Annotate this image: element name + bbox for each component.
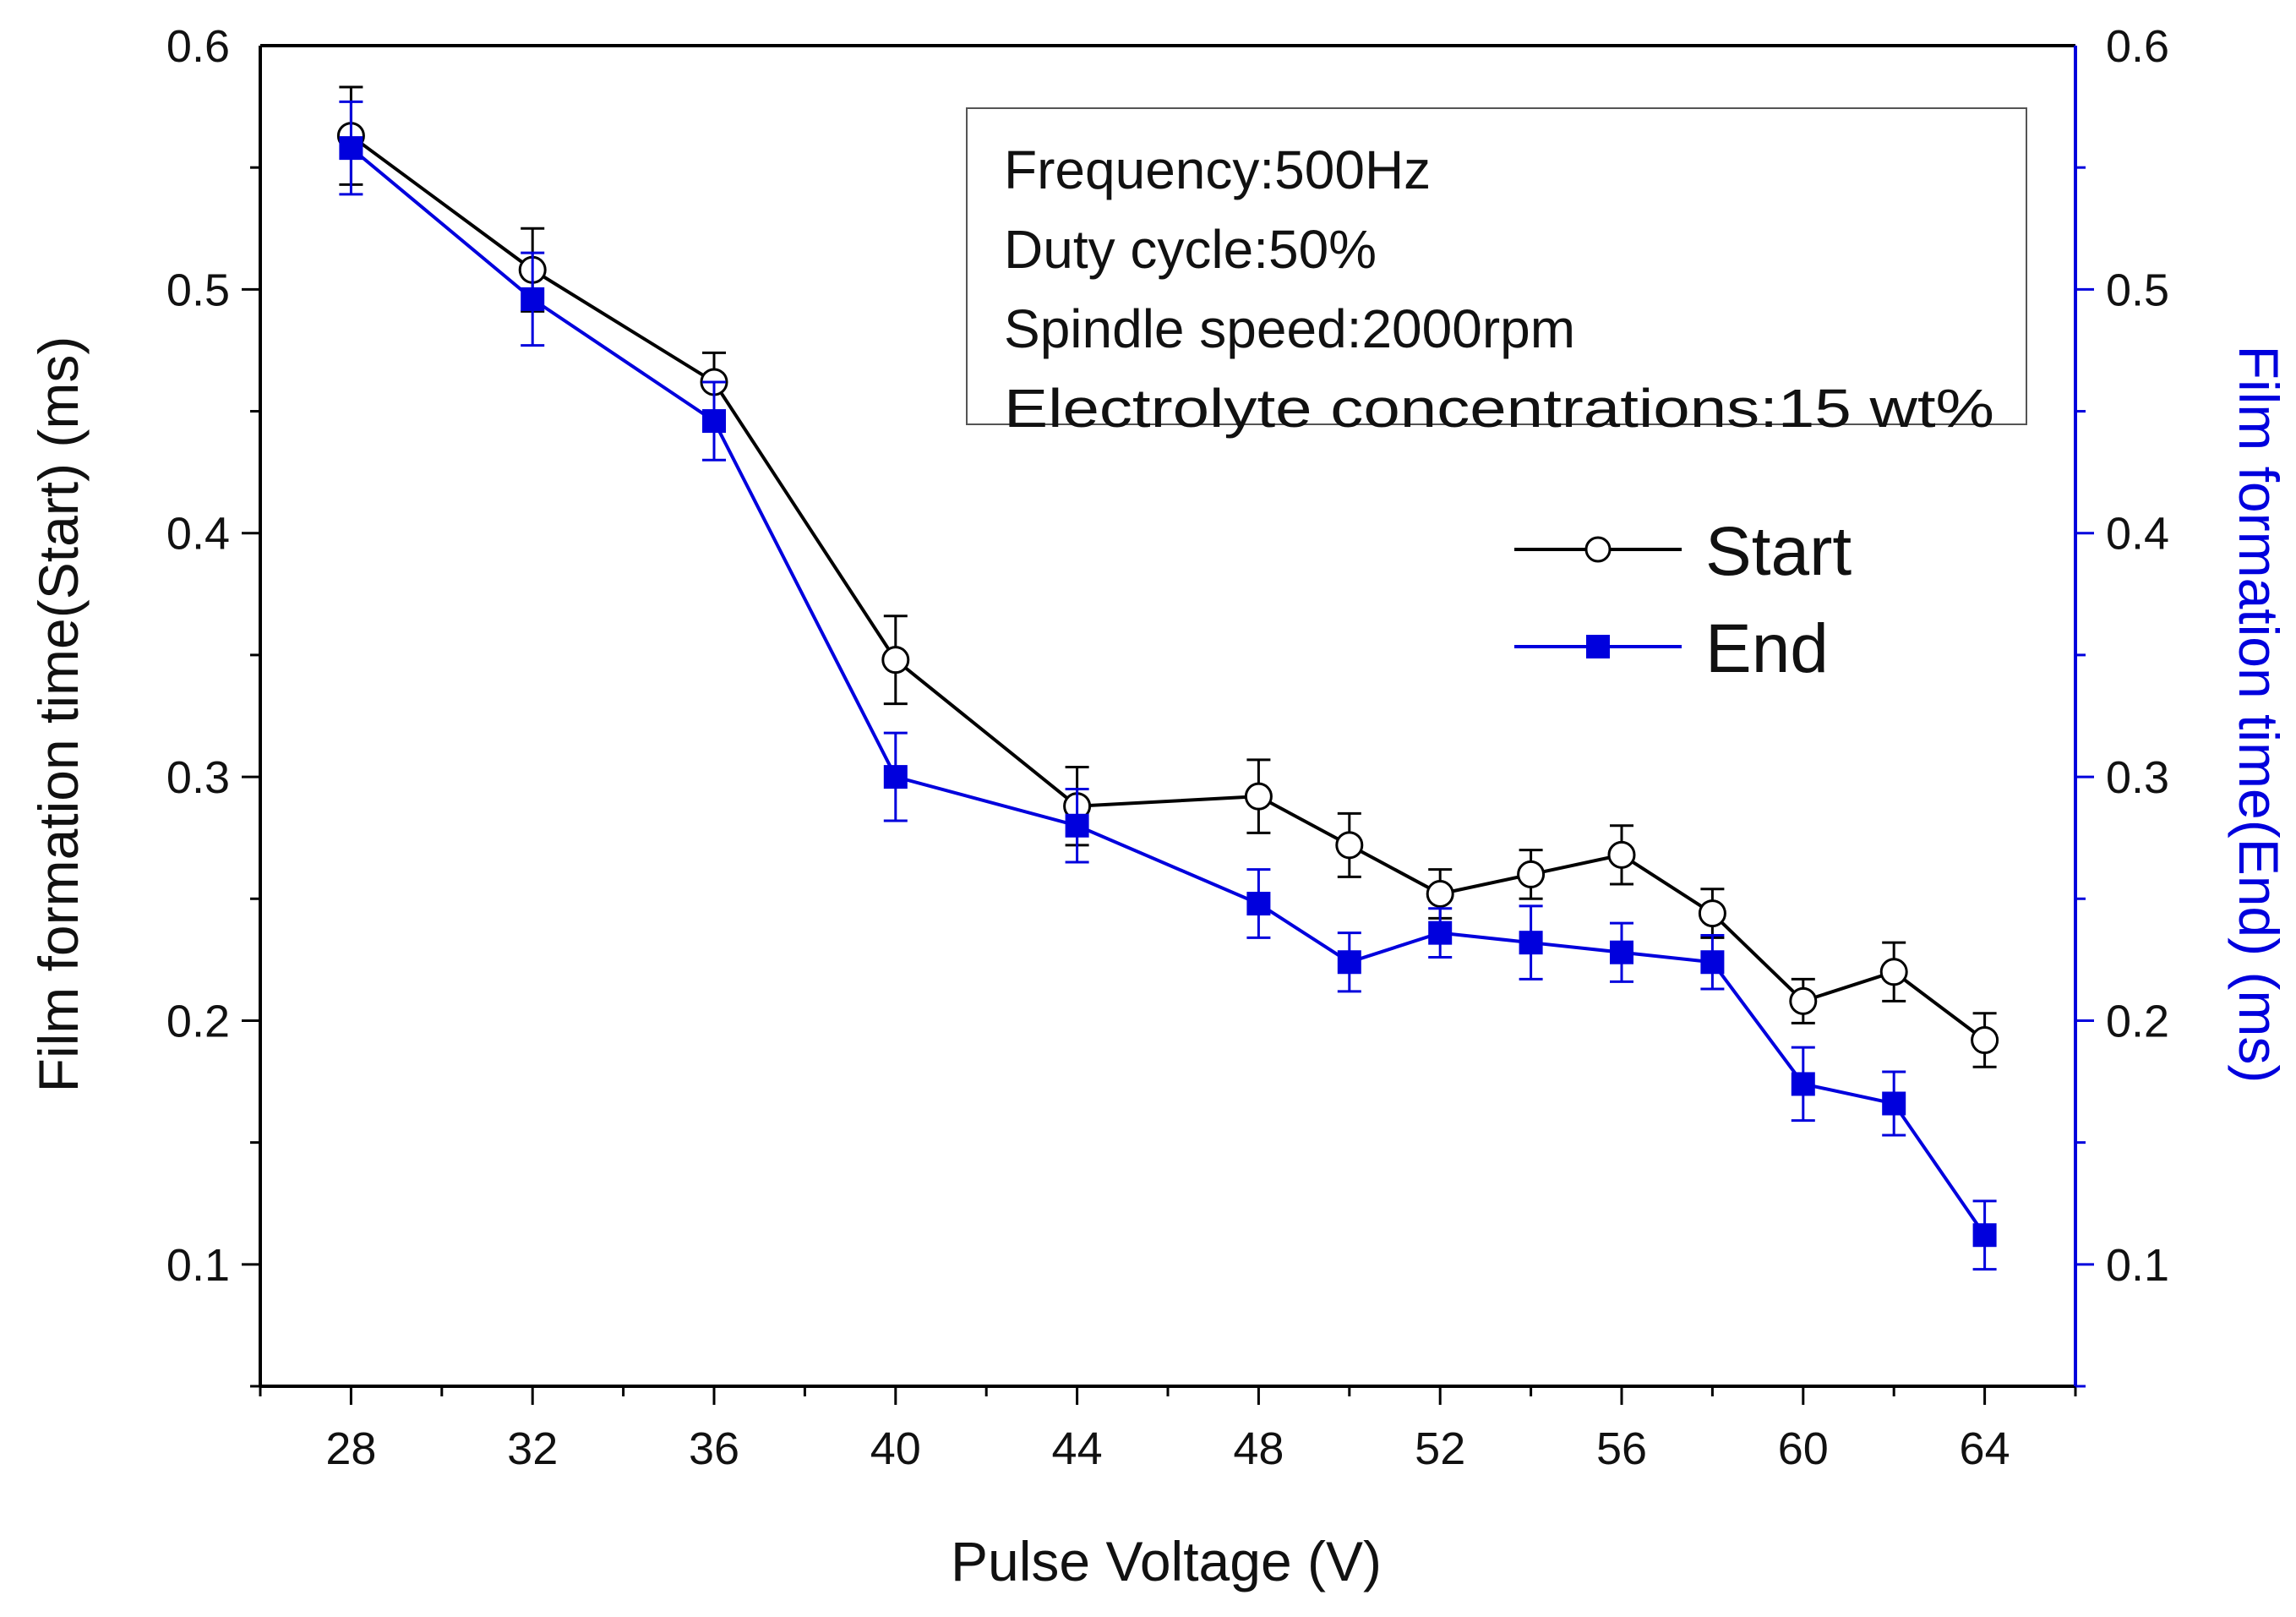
series-end-point (1065, 813, 1089, 838)
series-start-point (1426, 880, 1454, 909)
y-left-tick-label: 0.4 (166, 509, 230, 560)
legend-start-label: Start (1705, 513, 1852, 590)
y-left-tick-label: 0.1 (166, 1240, 230, 1291)
annotation-box (966, 107, 2027, 425)
series-start-point (1879, 958, 1908, 986)
series-end-point (1519, 931, 1543, 955)
x-tick-label: 44 (1052, 1423, 1103, 1474)
y-right-tick-label: 0.6 (2106, 21, 2169, 72)
series-start-line (350, 134, 1986, 1042)
x-tick-label: 48 (1233, 1423, 1284, 1474)
y-right-tick-label: 0.5 (2106, 265, 2169, 315)
y-left-tick-label: 0.2 (166, 996, 230, 1046)
x-tick-label: 32 (507, 1423, 558, 1474)
series-start-point (1789, 986, 1818, 1015)
series-end-point (1337, 950, 1361, 975)
series-end-point (1428, 920, 1453, 945)
y-right-tick-label: 0.4 (2106, 509, 2169, 560)
series-end-point (702, 409, 726, 434)
series-layer (336, 85, 1999, 1271)
y-right-tick-label: 0.3 (2106, 752, 2169, 803)
series-start-point (1698, 899, 1726, 928)
series-end-point (1700, 950, 1725, 975)
series-end-point (1972, 1223, 1997, 1248)
series-start-point (1607, 840, 1636, 869)
y-axis-right-title: Film formation time(End) (ms) (2228, 346, 2290, 1084)
series-end-line (350, 146, 1987, 1237)
x-tick-label: 36 (689, 1423, 739, 1474)
x-tick-label: 64 (1960, 1423, 2010, 1474)
series-end-point (1882, 1091, 1906, 1116)
series-end-point (1610, 940, 1633, 964)
y-left-tick-label: 0.5 (166, 265, 230, 315)
legend-start-marker (1584, 536, 1612, 563)
x-tick-label: 60 (1778, 1423, 1829, 1474)
axes-layer: 28 32 36 40 44 48 52 56 60 64 0.1 0.1 0.2 0.2 0.3 0.3 0.… (166, 21, 2169, 1474)
y-axis-left-title: Film formation time(Start) (ms) (27, 336, 90, 1093)
x-tick-label: 56 (1596, 1423, 1647, 1474)
series-end-point (883, 765, 908, 789)
legend-end-label: End (1705, 610, 1829, 687)
series-start-point (1335, 831, 1364, 860)
x-axis-title: Pulse Voltage (V) (951, 1530, 1382, 1592)
y-right-tick-label: 0.2 (2106, 996, 2169, 1046)
legend: Start End (1514, 513, 1852, 687)
y-left-tick-label: 0.6 (166, 21, 230, 72)
legend-end-marker (1586, 635, 1610, 658)
series-start-point (1971, 1026, 1999, 1055)
x-tick-label: 28 (325, 1423, 376, 1474)
x-tick-label: 40 (870, 1423, 921, 1474)
y-right-tick-label: 0.1 (2106, 1240, 2169, 1291)
series-start-point (1244, 782, 1273, 811)
series-end-point (1791, 1072, 1815, 1096)
y-left-tick-label: 0.3 (166, 752, 230, 803)
series-start-point (881, 646, 910, 675)
annotation-line-duty-cycle: Duty cycle:50% (1004, 219, 1377, 280)
annotation-line-frequency: Frequency:500Hz (1004, 139, 1431, 200)
series-start-point (1517, 860, 1546, 888)
annotation-line-spindle-speed: Spindle speed:2000rpm (1004, 298, 1575, 359)
series-end-point (339, 136, 363, 161)
conditions-annotation: Frequency:500Hz Duty cycle:50% Spindle s… (966, 107, 2027, 439)
x-tick-label: 52 (1415, 1423, 1465, 1474)
series-end-point (1246, 892, 1271, 916)
annotation-line-electrolyte: Electrolyte concentrations:15 wt% (1004, 378, 1994, 439)
series-end-point (521, 287, 545, 311)
